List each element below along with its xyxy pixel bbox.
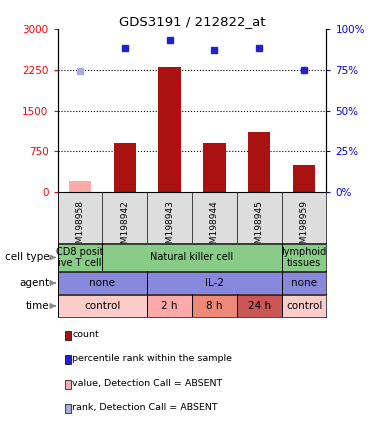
Text: GSM198943: GSM198943 [165,200,174,255]
Text: value, Detection Call = ABSENT: value, Detection Call = ABSENT [72,379,223,388]
Bar [282,295,326,317]
Text: agent: agent [19,278,49,288]
Text: time: time [26,301,49,311]
Bar [192,295,237,317]
Text: GSM198959: GSM198959 [299,200,309,255]
Bar [58,295,147,317]
Text: IL-2: IL-2 [205,278,224,288]
Bar [282,244,326,271]
Text: cell type: cell type [5,253,49,262]
Bar [158,67,181,192]
Text: rank, Detection Call = ABSENT: rank, Detection Call = ABSENT [72,403,218,412]
Bar [58,244,102,271]
Text: none: none [291,278,317,288]
Text: CD8 posit
ive T cell: CD8 posit ive T cell [56,246,104,268]
Text: control: control [286,301,322,311]
Text: GSM198958: GSM198958 [75,200,85,255]
Text: Natural killer cell: Natural killer cell [150,253,234,262]
Bar [237,295,282,317]
Text: 8 h: 8 h [206,301,223,311]
Bar [203,143,226,192]
Bar [114,143,136,192]
Text: none: none [89,278,115,288]
Bar [147,295,192,317]
Text: lymphoid
tissues: lymphoid tissues [282,246,327,268]
Title: GDS3191 / 212822_at: GDS3191 / 212822_at [119,15,265,28]
Text: 2 h: 2 h [161,301,178,311]
Text: count: count [72,330,99,339]
Text: percentile rank within the sample: percentile rank within the sample [72,354,232,363]
Bar [147,272,282,294]
Bar [69,182,91,192]
Text: GSM198945: GSM198945 [255,200,264,255]
Text: GSM198942: GSM198942 [120,200,129,255]
Bar [58,272,147,294]
Bar [293,165,315,192]
Bar [102,244,282,271]
Text: 24 h: 24 h [248,301,271,311]
Bar [282,272,326,294]
Text: GSM198944: GSM198944 [210,200,219,255]
Bar [248,132,270,192]
Text: control: control [84,301,121,311]
